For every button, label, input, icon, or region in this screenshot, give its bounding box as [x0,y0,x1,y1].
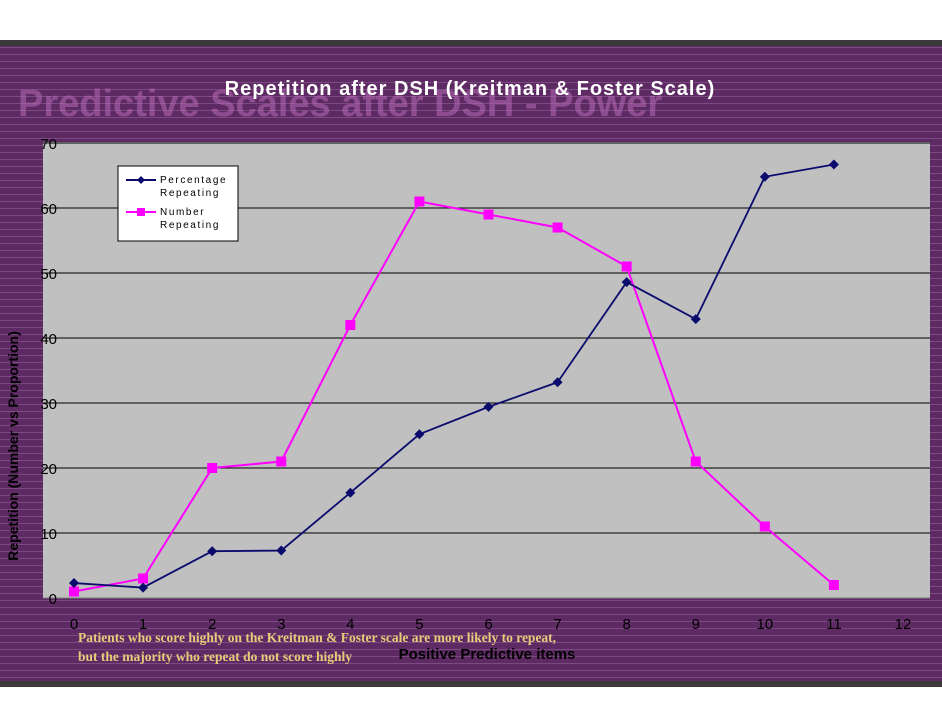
x-tick-label-7: 7 [553,616,561,633]
x-tick-label-10: 10 [756,616,773,633]
point-percentage-repeating-5 [414,429,425,440]
x-tick-label-1: 1 [139,616,147,633]
point-percentage-repeating-6 [483,401,494,412]
y-tick-label-30: 30 [40,396,57,413]
legend-label-percentage-repeating-0: Percentage [160,175,227,186]
point-number-repeating-8 [621,261,632,272]
y-tick-label-20: 20 [40,461,57,478]
legend-box [117,165,239,242]
slide-caption: Patients who score highly on the Kreitma… [78,628,718,666]
point-percentage-repeating-3 [276,545,287,556]
x-tick-label-3: 3 [277,616,285,633]
point-percentage-repeating-10 [759,171,770,182]
legend-marker-percentage-repeating [137,176,145,184]
bottom-bar [0,681,942,687]
point-percentage-repeating-4 [345,487,356,498]
y-axis-label: Repetition (Number vs Proportion) [5,331,21,560]
legend-label-number-repeating-0: Number [160,207,205,218]
point-number-repeating-2 [207,463,218,473]
legend-label-percentage-repeating-1: Repeating [160,188,220,199]
point-number-repeating-6 [483,209,494,220]
x-tick-label-12: 12 [895,616,912,633]
series-percentage-repeating [69,159,839,593]
slide-background-title: Predictive Scales after DSH - Power [18,83,662,125]
x-tick-label-0: 0 [70,616,78,633]
point-number-repeating-7 [552,222,563,233]
x-tick-label-4: 4 [346,616,354,633]
caption-line-2: but the majority who repeat do not score… [78,649,352,664]
legend-marker-number-repeating [137,208,145,216]
x-tick-label-11: 11 [826,616,842,633]
point-number-repeating-5 [414,196,425,207]
point-percentage-repeating-7 [552,377,563,388]
x-tick-label-6: 6 [484,616,492,633]
y-tick-label-60: 60 [40,201,57,218]
y-tick-label-50: 50 [40,266,57,283]
legend-label-number-repeating-1: Repeating [160,220,220,231]
point-number-repeating-3 [276,456,287,467]
point-number-repeating-10 [759,521,770,532]
point-percentage-repeating-0 [69,578,79,589]
x-tick-labels: 0 1 2 3 4 5 6 7 8 9 10 11 12 [70,616,912,633]
point-percentage-repeating-9 [690,314,701,325]
series-line-percentage-repeating [73,163,835,589]
point-number-repeating-11 [828,580,839,590]
y-tick-label-70: 70 [40,136,57,153]
point-number-repeating-1 [138,573,149,584]
x-tick-label-9: 9 [692,616,700,633]
x-tick-label-2: 2 [208,616,216,633]
series-line-number-repeating [73,200,835,593]
y-tick-labels: 0 10 20 30 40 50 60 70 [40,136,57,608]
x-tick-label-8: 8 [622,616,630,633]
series-layer [69,159,839,597]
series-number-repeating [69,196,839,597]
gridlines [43,142,930,534]
point-number-repeating-0 [69,586,79,597]
y-tick-label-10: 10 [40,526,57,543]
point-percentage-repeating-11 [828,159,839,170]
top-bar [0,40,942,46]
legend: Percentage Repeating Number Repeating [117,165,239,242]
x-tick-label-5: 5 [415,616,423,633]
chart-title: Repetition after DSH (Kreitman & Foster … [225,78,716,100]
point-percentage-repeating-2 [207,546,218,557]
x-axis-label: Positive Predictive items [399,646,576,663]
point-number-repeating-9 [690,456,701,467]
y-tick-label-0: 0 [49,591,57,608]
caption-line-1: Patients who score highly on the Kreitma… [78,630,557,645]
point-number-repeating-4 [345,320,356,330]
point-percentage-repeating-8 [621,277,632,288]
point-percentage-repeating-1 [138,582,149,593]
y-tick-label-40: 40 [40,331,57,348]
